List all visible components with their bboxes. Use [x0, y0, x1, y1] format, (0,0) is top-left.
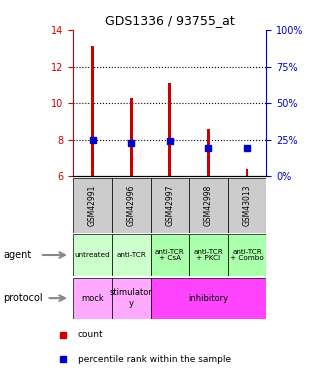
Bar	[91, 46, 94, 176]
FancyBboxPatch shape	[151, 234, 189, 276]
Text: anti-TCR
+ CsA: anti-TCR + CsA	[155, 249, 185, 261]
FancyBboxPatch shape	[151, 278, 266, 319]
Bar	[130, 98, 133, 176]
Text: percentile rank within the sample: percentile rank within the sample	[78, 355, 231, 364]
Text: agent: agent	[3, 250, 32, 260]
FancyBboxPatch shape	[228, 234, 266, 276]
FancyBboxPatch shape	[73, 178, 112, 232]
FancyBboxPatch shape	[73, 234, 112, 276]
Title: GDS1336 / 93755_at: GDS1336 / 93755_at	[105, 15, 235, 27]
Text: GSM42997: GSM42997	[165, 184, 174, 226]
Text: anti-TCR
+ PKCi: anti-TCR + PKCi	[193, 249, 223, 261]
Text: protocol: protocol	[3, 293, 43, 303]
Text: anti-TCR
+ Combo: anti-TCR + Combo	[230, 249, 264, 261]
Text: GSM42998: GSM42998	[204, 184, 213, 226]
FancyBboxPatch shape	[189, 234, 228, 276]
FancyBboxPatch shape	[112, 178, 151, 232]
Text: anti-TCR: anti-TCR	[116, 252, 146, 258]
Bar	[246, 169, 248, 176]
FancyBboxPatch shape	[228, 178, 266, 232]
Bar	[168, 83, 171, 176]
Bar	[207, 129, 210, 176]
FancyBboxPatch shape	[151, 178, 189, 232]
Text: count: count	[78, 330, 103, 339]
Text: stimulator
y: stimulator y	[110, 288, 153, 308]
FancyBboxPatch shape	[73, 278, 112, 319]
Text: GSM43013: GSM43013	[242, 184, 252, 226]
Text: GSM42996: GSM42996	[127, 184, 136, 226]
FancyBboxPatch shape	[189, 178, 228, 232]
Text: inhibitory: inhibitory	[188, 294, 228, 303]
FancyBboxPatch shape	[112, 234, 151, 276]
FancyBboxPatch shape	[112, 278, 151, 319]
Text: GSM42991: GSM42991	[88, 184, 97, 226]
Text: mock: mock	[81, 294, 104, 303]
Text: untreated: untreated	[75, 252, 111, 258]
